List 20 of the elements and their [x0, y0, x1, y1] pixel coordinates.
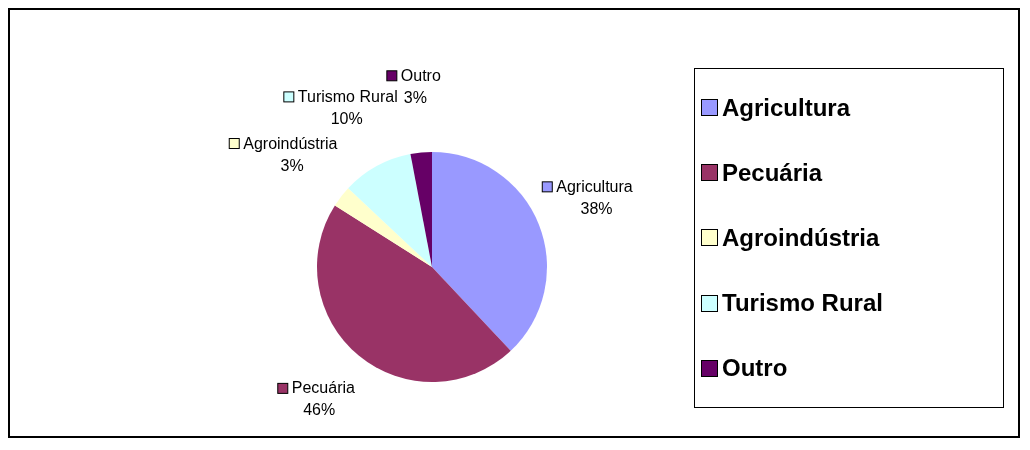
category-label: Agricultura [722, 93, 851, 121]
pie-slice [432, 152, 547, 351]
legend-label: Turismo Rural [297, 87, 398, 105]
data-label: 10% [330, 109, 363, 127]
pie-slice [317, 205, 511, 382]
legend-label: Pecuária [291, 379, 356, 397]
pie-slice [410, 152, 432, 267]
data-label: 3% [280, 156, 304, 174]
legend-label: Agricultura [556, 177, 633, 195]
data-label: 38% [580, 199, 613, 217]
data-label: 3% [403, 88, 427, 106]
pie-slice [334, 188, 432, 267]
category-label: Pecuária [722, 158, 823, 186]
legend-label: Agroindústria [243, 134, 338, 152]
category-label: Agroindústria [722, 223, 880, 251]
data-label: 46% [303, 401, 336, 419]
category-label: Turismo Rural [722, 289, 883, 317]
pie-slice [348, 154, 432, 267]
legend-label: Outro [400, 66, 441, 84]
category-label: Outro [722, 354, 788, 382]
